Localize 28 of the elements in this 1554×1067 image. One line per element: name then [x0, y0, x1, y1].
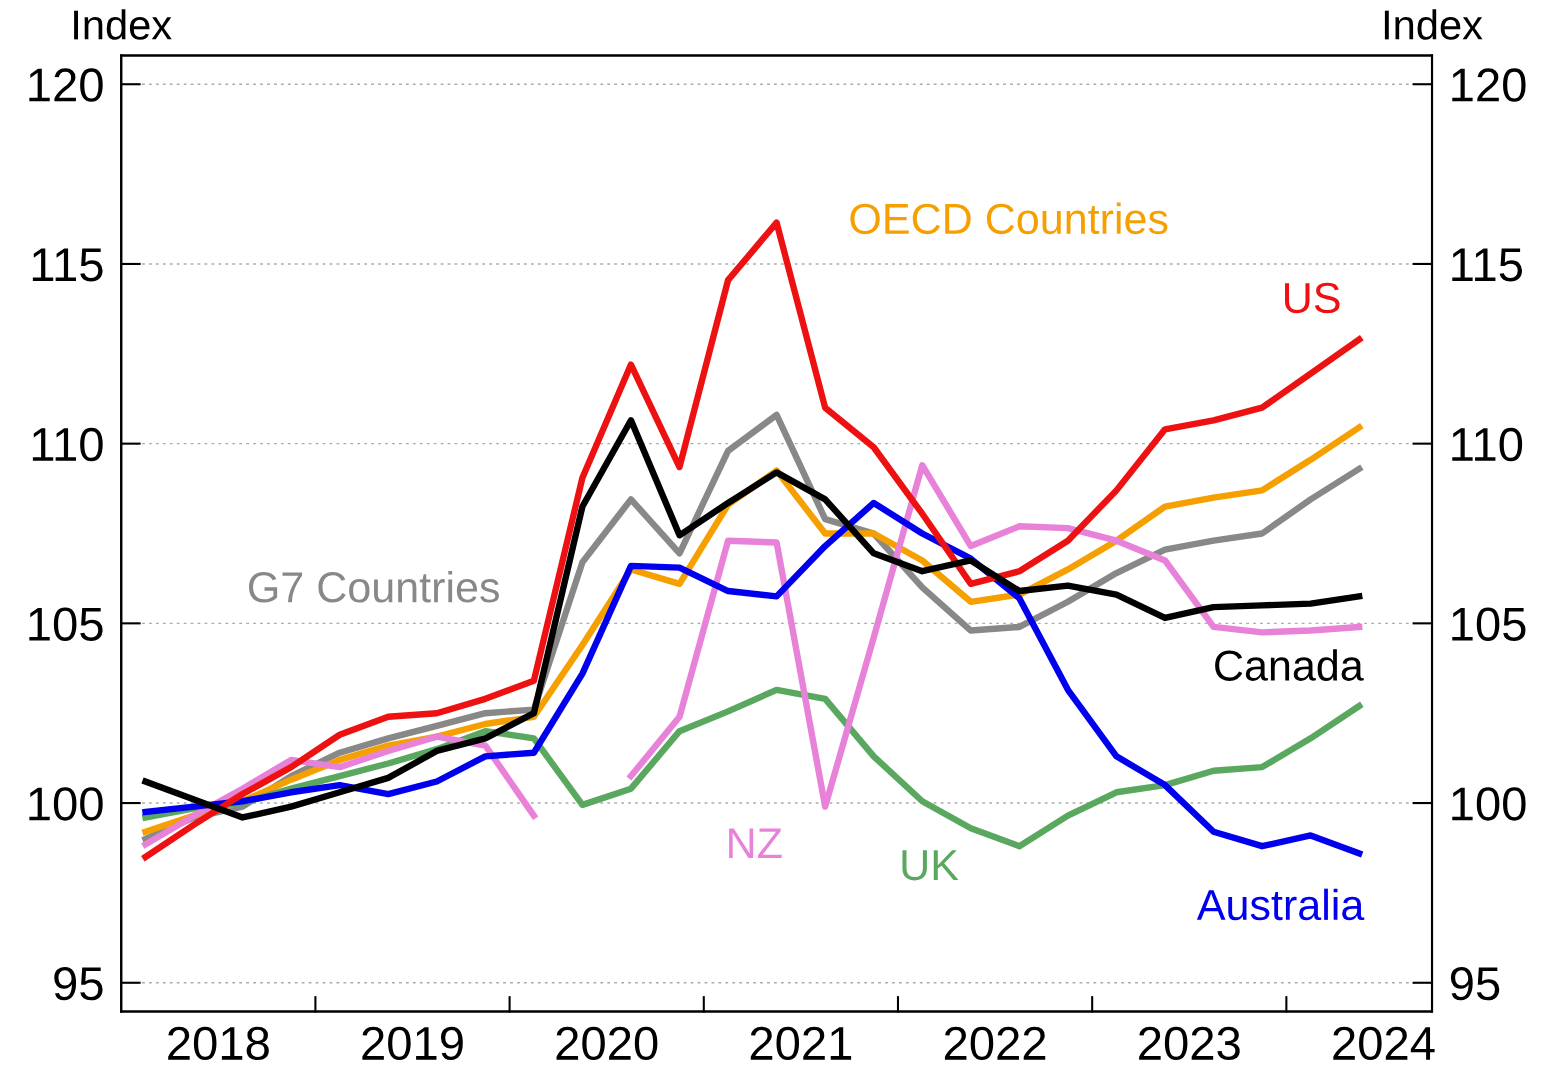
x-tick-label: 2018 [168, 1026, 269, 1061]
y-tick-label: 100 [29, 787, 103, 821]
y2-tick-label: 120 [1452, 68, 1526, 102]
series-label: NZ [729, 828, 782, 859]
y-tick-label: 110 [32, 427, 103, 462]
y-axis-title: Index [74, 9, 172, 40]
series-label: G7 Countries [249, 570, 499, 603]
y2-axis-title: Index [1384, 9, 1483, 40]
series-label: UK [902, 850, 959, 881]
y2-tick-label: 100 [1452, 787, 1526, 821]
y2-tick-label: 110 [1452, 427, 1523, 462]
y2-tick-label: 105 [1452, 607, 1526, 641]
y2-tick-label: 95 [1450, 966, 1500, 1001]
x-tick-label: 2024 [1333, 1026, 1435, 1061]
x-tick-label: 2021 [750, 1026, 852, 1061]
x-tick-label: 2019 [362, 1026, 463, 1061]
y-tick-label: 95 [54, 966, 103, 1001]
series-label: Canada [1215, 649, 1364, 681]
y-tick-label: 105 [29, 607, 103, 641]
y-tick-label: 120 [29, 68, 103, 102]
x-tick-label: 2020 [556, 1026, 658, 1061]
series-label: Australia [1196, 888, 1365, 921]
x-tick-label: 2022 [944, 1026, 1046, 1061]
y2-tick-label: 115 [1452, 248, 1522, 282]
series-label: US [1285, 282, 1340, 314]
x-tick-label: 2023 [1139, 1026, 1240, 1061]
text: OECD Countries [850, 202, 1168, 235]
y-tick-label: 115 [32, 248, 103, 282]
